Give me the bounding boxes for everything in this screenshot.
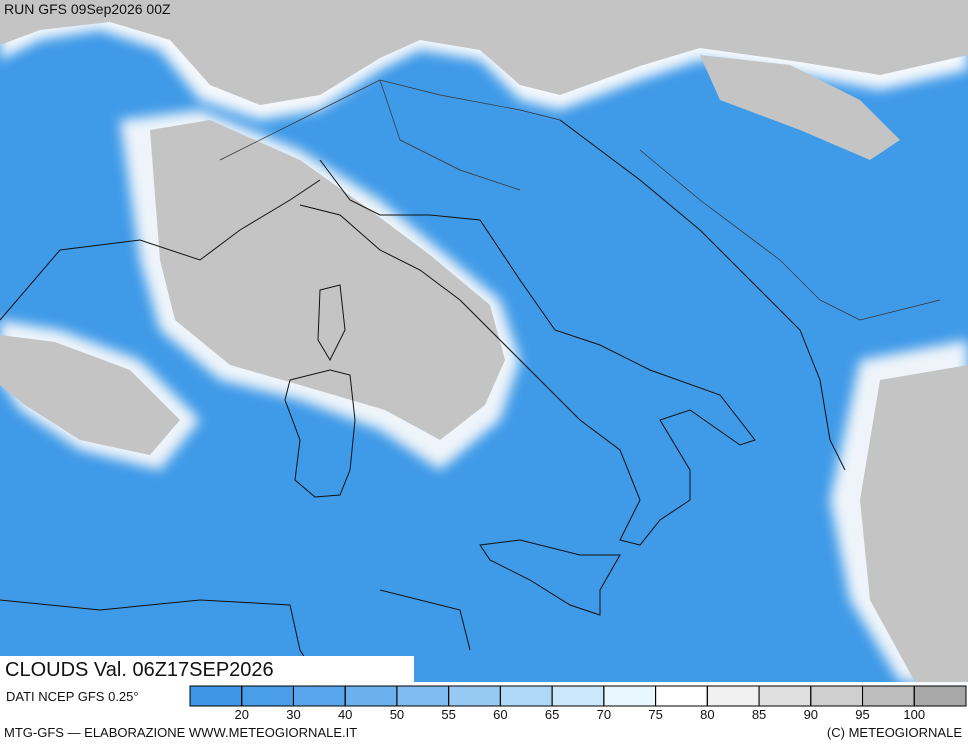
colorbar-label: 90 (804, 707, 818, 722)
colorbar-label: 75 (648, 707, 662, 722)
colorbar-label: 40 (338, 707, 352, 722)
colorbar-swatch (189, 685, 243, 707)
colorbar-swatch (396, 685, 450, 707)
colorbar-label: 50 (390, 707, 404, 722)
field-label: CLOUDS Val. 06Z17SEP2026 (5, 659, 274, 681)
colorbar-swatch (655, 685, 708, 707)
colorbar-label: 85 (752, 707, 766, 722)
source-label: DATI NCEP GFS 0.25° (6, 689, 139, 704)
field-label-box (0, 656, 414, 682)
colorbar-label: 80 (700, 707, 714, 722)
colorbar-swatch (499, 685, 553, 707)
colorbar-swatch (913, 685, 967, 707)
colorbar-swatch (862, 685, 915, 707)
colorbar: 20 30 40 50 55 60 65 70 75 80 85 90 95 100 (189, 685, 967, 722)
colorbar-label: 30 (286, 707, 300, 722)
colorbar-label: 70 (597, 707, 611, 722)
colorbar-label: 20 (234, 707, 248, 722)
colorbar-swatch (551, 685, 605, 707)
colorbar-label: 95 (855, 707, 869, 722)
colorbar-label: 55 (441, 707, 455, 722)
run-label: RUN GFS 09Sep2026 00Z (4, 1, 171, 17)
colorbar-swatch (810, 685, 864, 707)
borders (219, 79, 941, 321)
colorbar-label: 100 (903, 707, 925, 722)
coastlines (0, 119, 846, 683)
footer-right: (C) METEOGIORNALE (827, 725, 962, 740)
colorbar-label: 65 (545, 707, 559, 722)
colorbar-swatch (603, 685, 657, 707)
colorbar-swatch (241, 685, 294, 707)
footer-left: MTG-GFS — ELABORAZIONE WWW.METEOGIORNALE… (4, 725, 357, 740)
colorbar-swatch (448, 685, 501, 707)
colorbar-swatch (344, 685, 398, 707)
cloud-areas (0, 0, 968, 682)
colorbar-label: 60 (493, 707, 507, 722)
colorbar-swatch (758, 685, 812, 707)
colorbar-swatch (706, 685, 760, 707)
colorbar-swatch (292, 685, 346, 707)
